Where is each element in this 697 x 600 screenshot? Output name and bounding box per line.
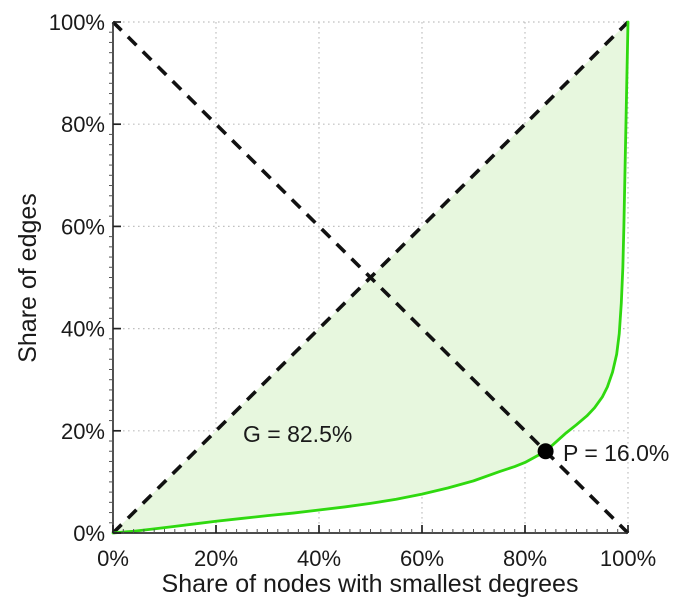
diagonal-lines-layer [111, 20, 630, 535]
lorenz-curve-layer [111, 20, 630, 535]
y-axis-label: Share of edges [14, 193, 42, 363]
intersection-marker-dot [537, 443, 554, 460]
gridlines-layer [113, 21, 629, 533]
x-tick-label: 20% [194, 546, 238, 571]
y-tick-label: 80% [61, 112, 105, 137]
x-axis-label: Share of nodes with smallest degrees [162, 570, 579, 598]
anti-diagonal-line [111, 20, 630, 535]
x-tick-label: 80% [503, 546, 547, 571]
tick-labels-layer: 0% 20% 40% 60% 80% 100% 0% 20% 40% 60% 80% 100% [49, 10, 656, 571]
y-tick-label: 100% [49, 10, 105, 35]
tick-marks-layer [109, 21, 629, 534]
x-tick-label: 60% [400, 546, 444, 571]
y-tick-label: 20% [61, 419, 105, 444]
x-tick-label: 0% [97, 546, 129, 571]
lorenz-curve [111, 20, 630, 535]
gini-annotation: G = 82.5% [243, 421, 352, 447]
x-tick-label: 40% [297, 546, 341, 571]
y-tick-label: 60% [61, 214, 105, 239]
pareto-annotation: P = 16.0% [563, 440, 669, 466]
x-tick-label: 100% [600, 546, 656, 571]
y-tick-label: 0% [73, 521, 105, 546]
y-tick-label: 40% [61, 317, 105, 342]
